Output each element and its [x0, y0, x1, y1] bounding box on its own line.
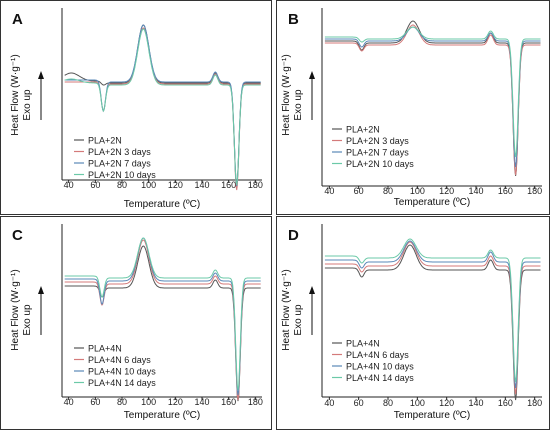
legend-entry: PLA+4N 6 days	[88, 355, 151, 365]
x-tick-label: 160	[498, 186, 513, 196]
x-tick-label: 100	[410, 398, 425, 408]
x-tick-label: 100	[141, 180, 156, 190]
x-tick-label: 40	[64, 180, 74, 190]
x-axis-label: Temperature (ºC)	[394, 197, 470, 208]
legend-entry: PLA+4N 14 days	[346, 373, 414, 383]
x-tick-label: 60	[354, 398, 364, 408]
series-line-3	[324, 26, 541, 168]
x-tick-label: 40	[64, 397, 74, 407]
x-tick-label: 180	[248, 180, 263, 190]
series-line-3	[324, 240, 541, 389]
x-tick-label: 160	[221, 180, 236, 190]
panel-b: B 40 60 80 100 120 140 160 180 Temperature (ºC) He…	[276, 0, 550, 215]
y-axis-label: Heat Flow (W·g⁻¹)	[10, 54, 21, 135]
series-line-2	[64, 27, 261, 191]
x-tick-label: 160	[221, 397, 236, 407]
exo-up-label: Exo up	[293, 89, 304, 121]
legend-entry: PLA+4N	[346, 339, 380, 349]
legend-entry: PLA+2N 10 days	[346, 159, 414, 169]
x-tick-label: 140	[194, 397, 209, 407]
legend-entry: PLA+4N 6 days	[346, 350, 409, 360]
series-line-1	[64, 245, 261, 402]
legend-entry: PLA+2N	[346, 125, 380, 135]
y-axis-label: Heat Flow (W·g⁻¹)	[10, 269, 21, 350]
series-line-4	[64, 28, 261, 186]
x-tick-label: 100	[410, 186, 425, 196]
series-line-3	[64, 237, 261, 396]
x-tick-label: 60	[354, 186, 364, 196]
series-line-2	[324, 24, 541, 176]
x-tick-label: 60	[90, 180, 100, 190]
x-tick-label: 180	[527, 186, 542, 196]
x-axis-label: Temperature (ºC)	[394, 410, 470, 421]
x-tick-label: 100	[141, 397, 156, 407]
exo-up-label: Exo up	[22, 89, 33, 121]
series-line-4	[324, 238, 541, 383]
legend-entry: PLA+2N 7 days	[346, 148, 409, 158]
exo-up-arrowhead-icon	[38, 71, 44, 79]
exo-up-arrowhead-icon	[309, 71, 315, 79]
x-tick-label: 80	[383, 186, 393, 196]
panel-label: A	[12, 11, 23, 28]
y-axis-label: Heat Flow (W·g⁻¹)	[281, 54, 292, 135]
panel-border	[276, 0, 550, 215]
x-tick-label: 80	[117, 180, 127, 190]
panel-label: C	[12, 227, 23, 244]
x-tick-label: 160	[498, 398, 513, 408]
x-tick-label: 120	[168, 397, 183, 407]
legend-entry: PLA+2N 3 days	[346, 136, 409, 146]
x-tick-label: 40	[324, 398, 334, 408]
legend-entry: PLA+2N	[88, 136, 122, 146]
legend-entry: PLA+2N 10 days	[88, 170, 156, 180]
legend-entry: PLA+4N 14 days	[88, 378, 156, 388]
panel-a: A 40 60 80 100 120 140 160 180 Temperature (ºC) He…	[0, 0, 272, 215]
panel-c: C 40 60 80 100 120 140 160 180 Temperature (ºC) He…	[0, 216, 272, 430]
panel-label: B	[288, 11, 299, 28]
panel-d: D 40 60 80 100 120 140 160 180 Temperature (ºC) He…	[276, 216, 550, 430]
legend-entry: PLA+2N 3 days	[88, 147, 151, 157]
exo-up-arrowhead-icon	[309, 286, 315, 294]
x-tick-label: 180	[248, 397, 263, 407]
y-axis-label: Heat Flow (W·g⁻¹)	[281, 269, 292, 350]
panel-label: D	[288, 227, 299, 244]
series-line-4	[64, 237, 261, 391]
series-line-2	[324, 241, 541, 395]
series-line-1	[324, 244, 541, 401]
x-tick-label: 80	[117, 397, 127, 407]
legend-entry: PLA+4N	[88, 344, 122, 354]
x-tick-label: 180	[527, 398, 542, 408]
x-tick-label: 40	[324, 186, 334, 196]
legend-entry: PLA+2N 7 days	[88, 159, 151, 169]
exo-up-arrowhead-icon	[38, 286, 44, 294]
x-tick-label: 60	[90, 397, 100, 407]
series-line-1	[324, 20, 541, 177]
panel-border	[0, 0, 272, 215]
x-tick-label: 120	[168, 180, 183, 190]
x-tick-label: 120	[439, 186, 454, 196]
legend-entry: PLA+4N 10 days	[346, 362, 414, 372]
x-axis-label: Temperature (ºC)	[124, 199, 200, 210]
x-tick-label: 120	[439, 398, 454, 408]
series-line-2	[64, 239, 261, 401]
legend-entry: PLA+4N 10 days	[88, 367, 156, 377]
exo-up-label: Exo up	[22, 304, 33, 336]
x-tick-label: 140	[194, 180, 209, 190]
exo-up-label: Exo up	[293, 304, 304, 336]
series-line-4	[324, 26, 541, 158]
x-tick-label: 140	[468, 186, 483, 196]
series-line-3	[64, 24, 261, 187]
x-axis-label: Temperature (ºC)	[124, 410, 200, 421]
x-tick-label: 80	[383, 398, 393, 408]
x-tick-label: 140	[468, 398, 483, 408]
